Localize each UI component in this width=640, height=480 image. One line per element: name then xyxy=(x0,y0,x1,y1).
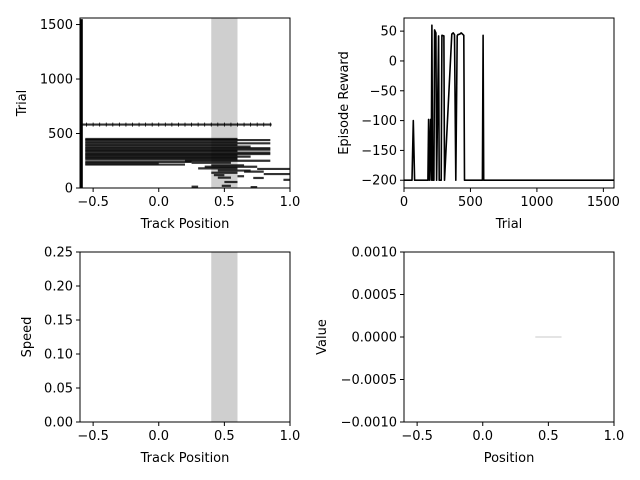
x-tick-label: 1500 xyxy=(587,195,620,210)
panel-episode-reward: 0 500 1000 1500 −200 −150 −100 −50 0 50 Trial Ep… xyxy=(337,17,620,232)
axes-frame-episode-reward xyxy=(403,17,615,189)
y-tick-label: −150 xyxy=(361,144,397,159)
x-tick-label: 1000 xyxy=(520,195,553,210)
x-tick-label: 0.0 xyxy=(472,429,493,444)
axes-border xyxy=(403,251,615,423)
x-axis-label-value: Position xyxy=(484,451,535,466)
x-tick-label: −0.5 xyxy=(77,429,109,444)
x-ticks-value: −0.5 0.0 0.5 1.0 xyxy=(401,422,624,444)
y-axis-label-episode-reward: Episode Reward xyxy=(337,51,352,155)
plot-area-track-trials xyxy=(80,18,290,188)
panel-track-trials: −0.5 0.0 0.5 1.0 0 500 1000 1500 Track Positio… xyxy=(15,17,300,232)
y-tick-label: 0.0005 xyxy=(352,288,398,303)
x-tick-label: 0 xyxy=(400,195,408,210)
y-ticks-value: −0.0010 −0.0005 0.0000 0.0005 0.0010 xyxy=(341,246,404,431)
y-tick-label: 0.20 xyxy=(44,280,73,295)
x-tick-label: 1.0 xyxy=(280,429,301,444)
y-tick-label: 0.00 xyxy=(44,416,73,431)
axes-frame-speed xyxy=(79,251,291,423)
y-tick-label: −0.0010 xyxy=(341,416,397,431)
y-ticks-track-trials: 0 500 1000 1500 xyxy=(40,18,80,197)
x-ticks-episode-reward: 0 500 1000 1500 xyxy=(400,188,620,210)
series-line-episode-reward xyxy=(404,24,614,181)
y-tick-label: −100 xyxy=(361,114,397,129)
x-tick-label: 0.5 xyxy=(214,195,235,210)
x-tick-label: −0.5 xyxy=(77,195,109,210)
y-tick-label: 0.05 xyxy=(44,382,73,397)
y-axis-label-track-trials: Trial xyxy=(15,90,30,118)
x-tick-label: 0.5 xyxy=(214,429,235,444)
y-ticks-speed: 0.00 0.05 0.10 0.15 0.20 0.25 xyxy=(44,246,80,431)
y-tick-label: 0.0010 xyxy=(352,246,398,261)
y-tick-label: 0.25 xyxy=(44,246,73,261)
x-tick-label: 0.5 xyxy=(538,429,559,444)
y-tick-label: −200 xyxy=(361,174,397,189)
y-tick-label: 0.10 xyxy=(44,348,73,363)
axes-border xyxy=(79,251,291,423)
x-ticks-speed: −0.5 0.0 0.5 1.0 xyxy=(77,422,300,444)
x-tick-label: −0.5 xyxy=(401,429,433,444)
y-tick-label: 1500 xyxy=(40,18,73,33)
y-axis-label-value: Value xyxy=(315,319,330,355)
y-tick-label: 0 xyxy=(389,54,397,69)
x-axis-label-track-trials: Track Position xyxy=(140,217,230,232)
y-tick-label: 0.15 xyxy=(44,314,73,329)
axes-frame-value xyxy=(403,251,615,423)
axes-border xyxy=(403,17,615,189)
y-tick-label: 50 xyxy=(380,25,397,40)
x-axis-label-episode-reward: Trial xyxy=(495,217,523,232)
x-tick-label: 0.0 xyxy=(148,429,169,444)
plot-area-episode-reward xyxy=(404,24,614,181)
axes-border xyxy=(79,17,291,189)
goal-band xyxy=(211,252,238,422)
y-tick-label: −50 xyxy=(370,84,397,99)
plot-content-track-trials xyxy=(80,18,290,188)
y-tick-label: 0 xyxy=(65,182,73,197)
x-tick-label: 1.0 xyxy=(604,429,625,444)
y-tick-label: 500 xyxy=(48,127,73,142)
plot-area-speed xyxy=(211,252,238,422)
panel-value: −0.5 0.0 0.5 1.0 −0.0010 −0.0005 0.0000 0.0005… xyxy=(315,246,624,467)
y-tick-label: 0.0000 xyxy=(352,331,398,346)
x-ticks-track-trials: −0.5 0.0 0.5 1.0 xyxy=(77,188,300,210)
plot-content-episode-reward xyxy=(404,24,614,181)
y-axis-label-speed: Speed xyxy=(20,317,35,358)
panel-speed: −0.5 0.0 0.5 1.0 0.00 0.05 0.10 0.15 0.20 0.25 T… xyxy=(20,246,300,467)
x-tick-label: 0.0 xyxy=(148,195,169,210)
axes-frame-track-trials xyxy=(79,17,291,189)
y-tick-label: −0.0005 xyxy=(341,373,397,388)
plot-content-speed xyxy=(211,252,238,422)
x-tick-label: 500 xyxy=(458,195,483,210)
x-axis-label-speed: Track Position xyxy=(140,451,230,466)
x-tick-label: 1.0 xyxy=(280,195,301,210)
y-tick-label: 1000 xyxy=(40,73,73,88)
y-ticks-episode-reward: −200 −150 −100 −50 0 50 xyxy=(361,25,404,189)
